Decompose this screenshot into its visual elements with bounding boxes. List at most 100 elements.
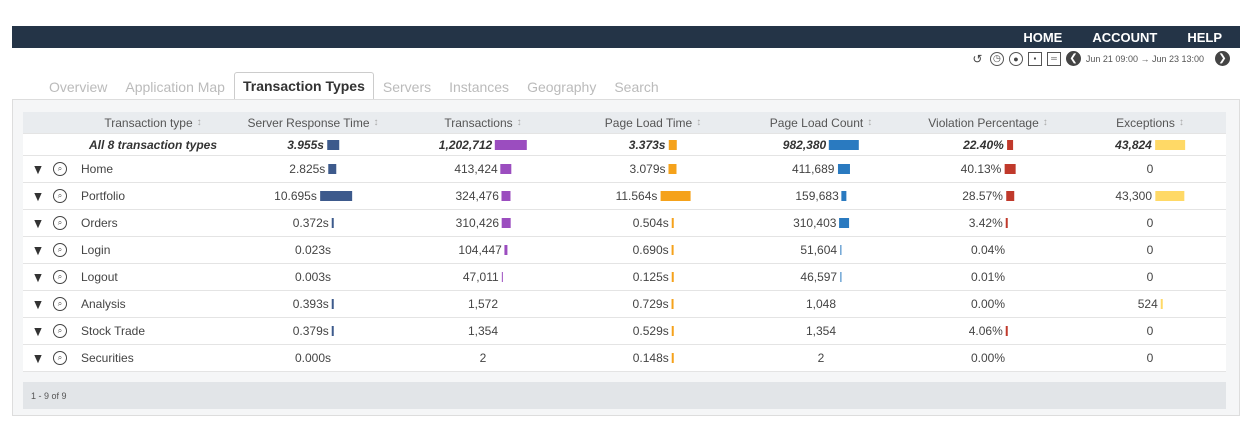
search-icon[interactable]: ⌕: [53, 345, 67, 371]
cell-plt: 0.729s: [633, 291, 674, 317]
transaction-name[interactable]: Login: [81, 243, 111, 257]
table-row[interactable]: ▼ ⌕ Home 2.825s 413,424 3.079s 411,689 40.13% 0: [23, 156, 1226, 183]
tab-search[interactable]: Search: [614, 79, 659, 95]
column-header-1[interactable]: Server Response Time ↕: [247, 112, 378, 133]
column-header-3[interactable]: Page Load Time ↕: [605, 112, 701, 133]
cell-tx: 324,476: [455, 183, 511, 209]
tab-geography[interactable]: Geography: [527, 79, 597, 95]
column-label: Page Load Time: [604, 115, 693, 130]
magnifier-glyph: ⌕: [53, 324, 67, 338]
bar-plt: [668, 164, 677, 174]
cell-srt: 0.023s: [295, 237, 331, 263]
clock-icon[interactable]: ◷: [989, 51, 1004, 66]
filter-icon[interactable]: ▼: [31, 323, 45, 339]
column-header-2[interactable]: Transactions ↕: [444, 112, 521, 133]
table-row[interactable]: ▼ ⌕ Securities 0.000s 2 0.148s 2 0.00% 0: [23, 345, 1226, 372]
table-row[interactable]: ▼ ⌕ Orders 0.372s 310,426 0.504s 310,403 3.42% 0: [23, 210, 1226, 237]
transaction-name[interactable]: Stock Trade: [81, 324, 146, 338]
window-icon[interactable]: ▪: [1027, 51, 1042, 66]
value: 0: [1146, 216, 1154, 230]
transaction-name[interactable]: Securities: [81, 351, 134, 365]
nav-account[interactable]: ACCOUNT: [1092, 29, 1158, 45]
column-header-5[interactable]: Violation Percentage ↕: [928, 112, 1048, 133]
search-icon[interactable]: ⌕: [53, 318, 67, 344]
transaction-name[interactable]: Logout: [81, 270, 118, 284]
filter-icon[interactable]: ▼: [31, 242, 45, 258]
table-row[interactable]: ▼ ⌕ Logout 0.003s 47,011 0.125s 46,597 0.01% 0: [23, 264, 1226, 291]
cell-plt: 3.079s: [629, 156, 677, 182]
value: 0.000s: [294, 351, 332, 365]
transaction-name[interactable]: Analysis: [81, 297, 126, 311]
search-icon[interactable]: ⌕: [53, 237, 67, 263]
filter-icon[interactable]: ▼: [31, 188, 45, 204]
sort-icon: ↕: [1178, 117, 1184, 128]
column-header-0[interactable]: Transaction type ↕: [104, 112, 201, 133]
column-label: Transactions: [444, 115, 513, 130]
cell-srt: 0.000s: [295, 345, 331, 371]
bar-plt: [671, 218, 674, 228]
bar-tx: [500, 164, 512, 174]
table-row[interactable]: ▼ ⌕ Login 0.023s 104,447 0.690s 51,604 0.04% 0: [23, 237, 1226, 264]
value: 3.079s: [629, 162, 666, 176]
filter-icon[interactable]: ▼: [31, 161, 45, 177]
prev-icon[interactable]: ❮: [1065, 51, 1081, 66]
tab-instances[interactable]: Instances: [449, 79, 510, 95]
next-icon[interactable]: ❯: [1215, 51, 1230, 66]
filter-icon[interactable]: ▼: [31, 296, 45, 312]
nav-help[interactable]: HELP: [1187, 29, 1222, 45]
filter-icon[interactable]: ▼: [31, 215, 45, 231]
bar-srt: [326, 139, 339, 150]
filter-icon[interactable]: ▼: [31, 269, 45, 285]
bar-plt: [671, 272, 674, 282]
cell-plc: 310,403: [793, 210, 849, 236]
value: 0.529s: [632, 324, 669, 338]
sort-icon: ↕: [373, 117, 379, 128]
value: 10.695s: [274, 189, 317, 203]
column-header-6[interactable]: Exceptions ↕: [1116, 112, 1184, 133]
cell-viol: 40.13%: [961, 156, 1016, 182]
tab-servers[interactable]: Servers: [382, 79, 432, 95]
table-row[interactable]: ▼ ⌕ Stock Trade 0.379s 1,354 0.529s 1,354 4.06%…: [23, 318, 1226, 345]
transaction-name[interactable]: Home: [81, 162, 114, 176]
clock-alt-icon[interactable]: ●: [1008, 51, 1023, 66]
tab-application-map[interactable]: Application Map: [125, 79, 225, 95]
cell-srt: 0.393s: [293, 291, 334, 317]
table-row[interactable]: ▼ ⌕ Analysis 0.393s 1,572 0.729s 1,048 0.00% 524: [23, 291, 1226, 318]
history-icon[interactable]: ↺: [972, 51, 983, 66]
cell-plc: 2: [818, 345, 825, 371]
search-icon[interactable]: ⌕: [53, 156, 67, 182]
column-header-4[interactable]: Page Load Count ↕: [770, 112, 872, 133]
cell-exc: 0: [1147, 345, 1154, 371]
time-toolbar: ↺ ◷ ● ▪ ═ ❮ Jun 21 09:00 → Jun 23 13:00 …: [970, 51, 1230, 66]
value: 1,572: [467, 297, 499, 311]
cell-srt: 2.825s: [289, 156, 337, 182]
layout-icon[interactable]: ═: [1046, 51, 1061, 66]
totals-row: All 8 transaction types 3.955s 1,202,712 3.…: [23, 134, 1226, 156]
value: 2: [817, 351, 825, 365]
cell-srt: 0.379s: [293, 318, 334, 344]
cell-tx: 413,424: [454, 156, 512, 182]
bar-plc: [829, 139, 860, 150]
bar-plc: [840, 245, 842, 255]
search-icon[interactable]: ⌕: [53, 264, 67, 290]
filter-icon[interactable]: ▼: [31, 350, 45, 366]
value: 4.06%: [968, 324, 1003, 338]
tab-overview[interactable]: Overview: [49, 79, 108, 95]
value: 46,597: [800, 270, 838, 284]
search-icon[interactable]: ⌕: [53, 183, 67, 209]
search-icon[interactable]: ⌕: [53, 210, 67, 236]
table-row[interactable]: ▼ ⌕ Portfolio 10.695s 324,476 11.564s 159,683 2…: [23, 183, 1226, 210]
cell-tx: 310,426: [456, 210, 511, 236]
cell-plt: 0.148s: [633, 345, 674, 371]
cell-plt: 3.373s: [629, 134, 678, 155]
value: 0.148s: [632, 351, 669, 365]
search-icon[interactable]: ⌕: [53, 291, 67, 317]
nav-home[interactable]: HOME: [1023, 29, 1063, 45]
transaction-name[interactable]: Orders: [81, 216, 118, 230]
cell-viol: 4.06%: [969, 318, 1008, 344]
transaction-name[interactable]: Portfolio: [81, 189, 126, 203]
cell-exc: 524: [1138, 291, 1163, 317]
tab-transaction-types[interactable]: Transaction Types: [233, 72, 374, 100]
time-range[interactable]: Jun 21 09:00 → Jun 23 13:00: [1085, 53, 1204, 64]
column-label: Violation Percentage: [928, 115, 1039, 130]
